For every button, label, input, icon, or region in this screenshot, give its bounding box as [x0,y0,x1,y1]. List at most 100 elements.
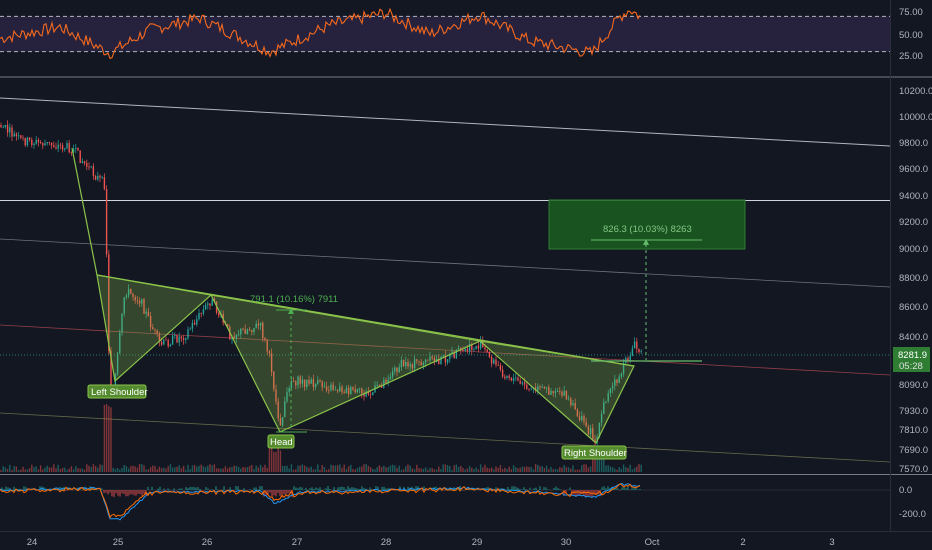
volume-bar [583,464,585,472]
macd-hist-bar [435,486,437,490]
macd-hist-bar [105,490,107,493]
macd-hist-bar [635,487,637,490]
volume-bar [396,467,398,472]
candle-body [312,379,315,388]
candle-body [389,376,392,380]
macd-hist-bar [289,490,291,494]
candle-body [165,339,167,341]
volume-bar [493,469,495,472]
volume-bar [343,464,345,472]
candle-body [187,329,189,339]
candle-body [37,140,40,143]
volume-bar [134,466,136,472]
candle-body [350,386,352,394]
volume-bar [594,454,596,472]
candle-body [299,376,301,384]
macd-hist-bar [333,487,335,490]
volume-bar [248,466,251,472]
volume-bar [59,469,62,472]
volume-bar [46,465,48,472]
macd-hist-bar [1,487,3,490]
candle-body [358,388,361,390]
macd-hist-bar [349,487,351,490]
macd-panel[interactable] [0,482,890,521]
volume-bar [64,467,66,472]
price-panel[interactable]: 791.1 (10.16%) 7911 826.3 (10.03%) 8263 … [0,97,890,472]
volume-bar [185,469,187,472]
volume-bar [83,469,86,472]
candle-body [345,387,348,394]
time-axis[interactable]: 24 25 26 27 28 29 30 Oct 2 3 [27,537,835,548]
price-tick: 10200.0 [899,86,932,97]
volume-bar [640,464,642,472]
volume-bar [11,469,13,472]
candle-body [352,386,354,390]
volume-bar [354,469,356,472]
candle-body [24,138,26,146]
candle-body [464,348,466,351]
volume-bar [631,469,634,472]
candle-body [369,394,372,396]
candle-body [248,329,251,331]
candle-body [86,163,88,167]
candle-body [517,377,519,381]
macd-hist-bar [235,486,237,490]
volume-bar [391,464,394,472]
volume-bar [561,467,563,472]
candle-body [420,361,422,366]
time-tick: 26 [202,537,213,548]
macd-hist-bar [407,486,409,490]
macd-hist-bar [281,490,283,498]
candle-body [180,336,183,339]
volume-bar [517,468,519,472]
macd-hist-bar [329,489,331,490]
price-tick: 9600.0 [899,164,928,175]
volume-bar [297,465,299,472]
volume-bar [108,406,110,472]
volume-bar [187,464,189,472]
candle-body [380,385,383,388]
candle-body [59,144,62,146]
candle-body [178,336,180,343]
candle-body [567,398,570,400]
macd-hist-bar [13,486,15,490]
volume-bar [407,464,409,472]
candle-body [207,303,209,305]
macd-hist-bar [557,488,559,490]
price-axis[interactable]: 10200.0 10000.0 9800.0 9600.0 9400.0 9200.0 90… [899,86,932,475]
rsi-panel[interactable] [0,7,890,60]
candle-body [607,393,609,402]
volume-bar [416,464,418,472]
macd-hist-bar [113,490,115,497]
time-tick: Oct [645,537,660,548]
candle-body [90,166,92,168]
candle-body [356,389,359,393]
candle-body [182,338,185,340]
volume-bar [341,467,343,472]
candle-body [479,341,482,349]
macd-hist-bar [299,487,301,490]
macd-hist-bar [57,487,59,490]
candle-body [303,379,306,387]
volume-bar [596,453,598,472]
macd-hist-bar [519,489,521,490]
price-tick: 9000.0 [899,244,928,255]
macd-hist-bar [535,487,537,490]
macd-hist-bar [125,490,127,497]
candle-body [508,375,510,378]
volume-bar [464,469,466,472]
macd-hist-bar [609,488,611,490]
macd-hist-bar [295,487,297,490]
candle-body [495,359,497,365]
macd-hist-bar [627,486,629,490]
candle-body [237,334,240,336]
label-right-shoulder: Right Shoulder [561,445,627,460]
macd-hist-bar [293,486,295,490]
macd-hist-bar [487,486,489,490]
candle-body [493,359,495,364]
volume-bar [618,467,620,472]
macd-hist-bar [291,490,293,498]
rsi-band [0,16,890,52]
candle-body [92,166,95,176]
